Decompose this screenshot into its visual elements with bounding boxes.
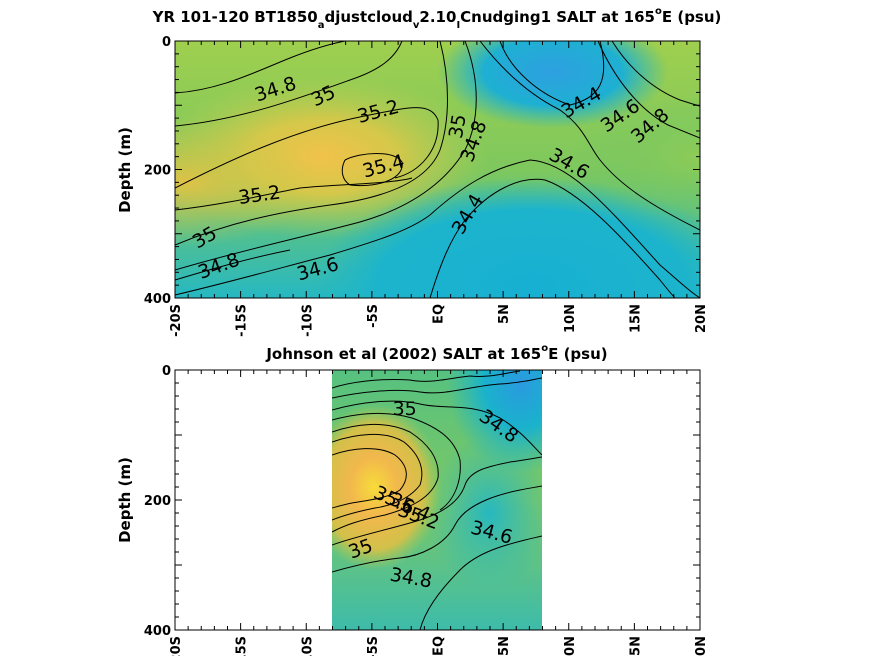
bottom-contour-35.2 xyxy=(332,424,439,533)
top-contour-35.4 xyxy=(341,153,403,187)
top-title-text: YR 101-120 BT1850adjustcloudv2.10ICnudgi… xyxy=(152,6,722,31)
top-contour-34.4-deep xyxy=(429,178,676,298)
contour-label: 35 xyxy=(445,112,471,140)
top-y-axis: 0 200 400 xyxy=(144,35,700,307)
top-contour-35.2-upper xyxy=(175,107,439,189)
top-contour-34.6-right xyxy=(597,41,700,139)
bottom-contour-35.4 xyxy=(332,433,423,521)
bottom-contour-34.4 xyxy=(332,370,521,389)
bottom-contour-34.8-upper xyxy=(332,400,542,456)
top-y-axis-label: Depth (m) xyxy=(116,127,134,213)
top-contour-34.8-bottom xyxy=(175,249,291,281)
top-contour-34.4-surface xyxy=(499,41,605,106)
bottom-contour-35-upper xyxy=(332,413,461,511)
bottom-y-axis-label: Depth (m) xyxy=(116,457,134,543)
x-tick-label: -10S xyxy=(300,304,315,337)
top-contour-35-mid xyxy=(175,41,448,246)
top-contour-34.8-right xyxy=(611,41,700,107)
top-chart: YR 101-120 BT1850adjustcloudv2.10ICnudgi… xyxy=(116,6,721,337)
x-tick-label: 15N xyxy=(628,304,643,333)
bottom-x-axis: -20S -15S -10S -5S EQ 5N 10N 15N 20N xyxy=(169,370,709,656)
x-tick-label: 10N xyxy=(563,304,578,333)
bottom-contour-34.6-upper xyxy=(332,377,542,399)
bottom-chart: Johnson et al (2002) SALT at 165oE (psu)… xyxy=(116,343,709,656)
y-tick-label: 400 xyxy=(144,624,171,639)
x-tick-label: -5S xyxy=(366,636,381,656)
x-tick-label: 20N xyxy=(694,304,709,333)
x-tick-label: 15N xyxy=(628,636,643,656)
contour-label: 35 xyxy=(393,398,417,420)
top-contour-34.6-mid xyxy=(479,41,700,231)
top-colorfield xyxy=(175,41,700,298)
top-contour-34.8-mid xyxy=(175,41,477,271)
x-tick-label: -20S xyxy=(169,636,184,656)
bottom-contour-35.6 xyxy=(332,448,407,509)
bottom-title-text: Johnson et al (2002) SALT at 165oE (psu) xyxy=(265,343,607,363)
x-tick-label: -15S xyxy=(235,304,250,337)
top-contour-35-upper xyxy=(175,41,403,127)
bottom-contour-35-lower xyxy=(332,456,542,546)
top-chart-title: YR 101-120 BT1850adjustcloudv2.10ICnudgi… xyxy=(152,6,722,31)
x-tick-label: -5S xyxy=(366,304,381,328)
x-tick-label: 10N xyxy=(563,636,578,656)
x-tick-label: -10S xyxy=(300,636,315,656)
y-tick-label: 0 xyxy=(162,364,171,379)
x-tick-label: -20S xyxy=(169,304,184,337)
bottom-contour-34.6-lower xyxy=(419,535,542,630)
top-contour-34.8-upper xyxy=(175,41,346,94)
x-tick-label: 20N xyxy=(694,636,709,656)
x-tick-label: 5N xyxy=(497,304,512,324)
top-contour-lines xyxy=(175,41,700,298)
bottom-y-axis: 0 200 400 xyxy=(144,364,700,639)
y-tick-label: 400 xyxy=(144,292,171,307)
top-contour-34.6-lower xyxy=(175,159,700,298)
y-tick-label: 200 xyxy=(144,164,171,179)
top-x-axis: -20S -15S -10S -5S EQ 5N 10N 15N 20N xyxy=(169,41,709,337)
bottom-contour-34.8-lower xyxy=(332,485,542,573)
y-tick-label: 200 xyxy=(144,494,171,509)
x-tick-label: -15S xyxy=(235,636,250,656)
x-tick-label: EQ xyxy=(432,304,447,324)
y-tick-label: 0 xyxy=(162,35,171,50)
x-tick-label: 5N xyxy=(497,636,512,656)
bottom-contour-lines xyxy=(332,370,542,630)
top-contour-35.2-lower xyxy=(175,177,413,211)
x-tick-label: EQ xyxy=(432,636,447,656)
bottom-colorfield xyxy=(332,370,542,630)
